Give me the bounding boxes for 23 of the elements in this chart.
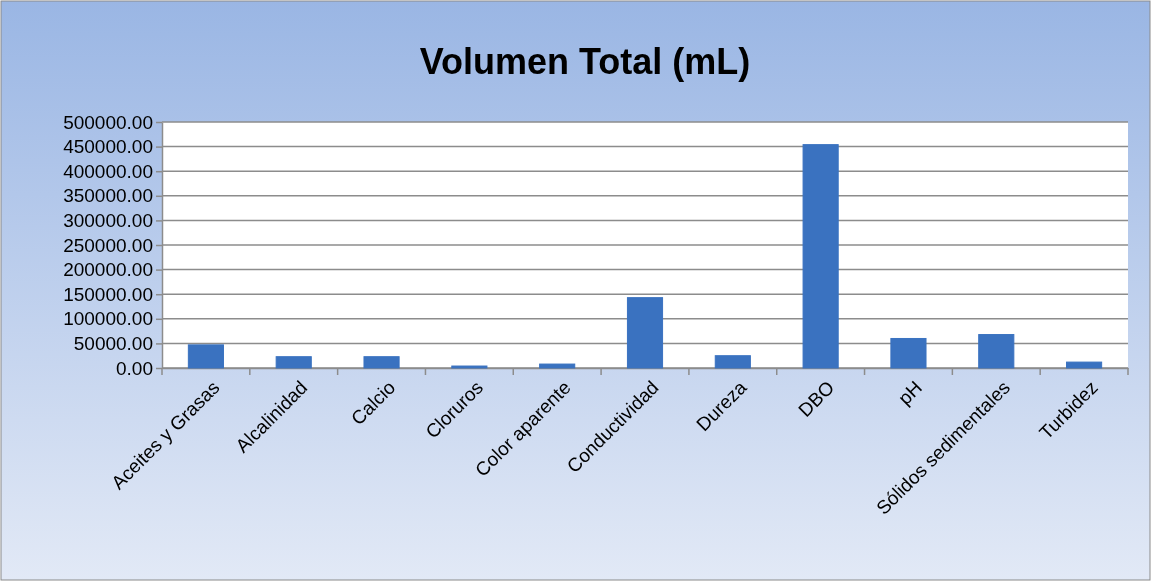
bar <box>275 356 312 369</box>
y-tick-label: 50000.00 <box>73 332 153 354</box>
y-tick-label: 350000.00 <box>63 185 153 207</box>
y-tick-label: 200000.00 <box>63 259 153 281</box>
y-tick-label: 500000.00 <box>63 111 153 133</box>
y-tick-label: 150000.00 <box>63 283 153 305</box>
bar <box>363 356 400 369</box>
y-tick-label: 250000.00 <box>63 234 153 256</box>
y-tick-label: 100000.00 <box>63 308 153 330</box>
y-tick-label: 450000.00 <box>63 136 153 158</box>
bar <box>1066 361 1103 369</box>
bar <box>978 334 1015 369</box>
chart-title: Volumen Total (mL) <box>419 41 751 82</box>
bar <box>802 144 839 369</box>
y-tick-label: 300000.00 <box>63 209 153 231</box>
bar <box>890 337 927 369</box>
bar <box>539 363 576 369</box>
bar <box>714 355 751 369</box>
bar <box>187 344 224 369</box>
y-tick-label: 400000.00 <box>63 160 153 182</box>
y-tick-label: 0.00 <box>116 357 153 379</box>
x-tick-label: pH <box>894 376 927 409</box>
bar <box>626 297 664 369</box>
